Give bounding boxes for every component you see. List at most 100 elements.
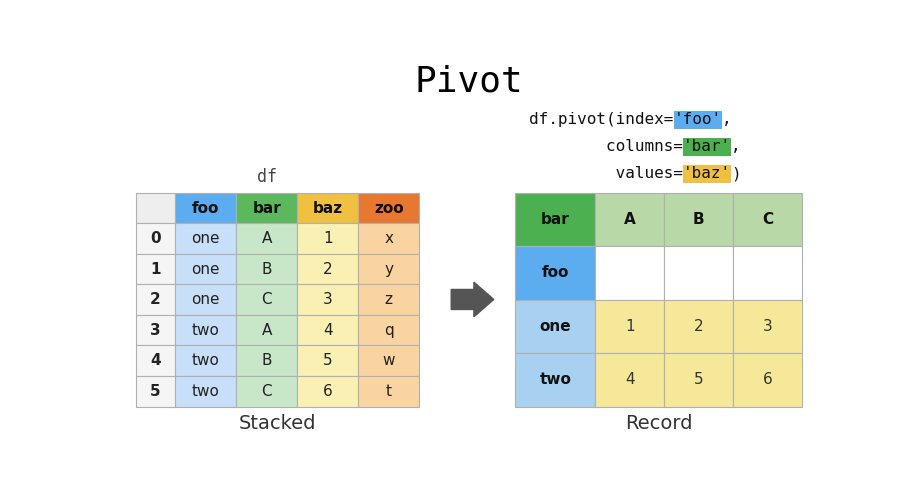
Text: 6: 6 <box>323 384 333 398</box>
Bar <box>684 164 731 182</box>
Bar <box>135 193 176 224</box>
Bar <box>684 138 731 156</box>
Text: two: two <box>192 322 220 338</box>
Text: A: A <box>624 212 636 227</box>
Bar <box>297 193 359 224</box>
Text: baz: baz <box>313 200 343 216</box>
Bar <box>733 193 802 246</box>
Text: ): ) <box>731 166 741 181</box>
Bar <box>176 193 236 224</box>
Text: C: C <box>262 292 272 307</box>
Bar <box>176 284 236 315</box>
Text: 'baz': 'baz' <box>684 166 731 181</box>
Text: 1: 1 <box>323 231 333 246</box>
Text: q: q <box>384 322 393 338</box>
Bar <box>733 300 802 353</box>
Text: t: t <box>386 384 392 398</box>
Bar <box>596 353 664 406</box>
Bar <box>596 193 664 246</box>
Text: 3: 3 <box>763 319 772 334</box>
Text: 2: 2 <box>694 319 704 334</box>
Bar <box>664 193 733 246</box>
Bar <box>135 224 176 254</box>
Text: foo: foo <box>542 266 569 280</box>
Bar <box>664 300 733 353</box>
Bar <box>135 346 176 376</box>
Bar <box>236 376 297 406</box>
Text: ,: , <box>722 112 731 127</box>
Text: 4: 4 <box>625 372 635 388</box>
Bar <box>135 254 176 284</box>
Text: B: B <box>262 353 272 368</box>
Text: x: x <box>384 231 393 246</box>
Bar <box>297 315 359 346</box>
Text: 2: 2 <box>323 262 333 276</box>
Text: two: two <box>192 353 220 368</box>
Bar <box>733 246 802 300</box>
Bar <box>297 346 359 376</box>
Bar <box>297 254 359 284</box>
Bar <box>515 246 596 300</box>
Text: values=: values= <box>529 166 684 181</box>
Text: one: one <box>191 292 221 307</box>
Bar <box>135 376 176 406</box>
Bar <box>297 284 359 315</box>
Bar <box>176 315 236 346</box>
Text: 6: 6 <box>763 372 772 388</box>
Text: z: z <box>385 292 393 307</box>
Text: B: B <box>262 262 272 276</box>
Bar <box>236 254 297 284</box>
Text: 4: 4 <box>323 322 333 338</box>
Bar <box>673 110 722 128</box>
Text: 'foo': 'foo' <box>673 112 722 127</box>
Bar <box>359 376 419 406</box>
Text: one: one <box>191 231 221 246</box>
Bar <box>236 193 297 224</box>
Text: 3: 3 <box>150 322 161 338</box>
Bar <box>176 376 236 406</box>
Text: Pivot: Pivot <box>414 64 523 98</box>
Text: 5: 5 <box>150 384 161 398</box>
Text: bar: bar <box>541 212 570 227</box>
Bar <box>236 315 297 346</box>
Text: 1: 1 <box>150 262 161 276</box>
Text: Record: Record <box>625 414 693 434</box>
Bar <box>515 193 596 246</box>
Bar <box>135 315 176 346</box>
Text: 0: 0 <box>150 231 161 246</box>
Text: 'bar': 'bar' <box>684 139 731 154</box>
Text: one: one <box>540 319 571 334</box>
Bar <box>664 246 733 300</box>
Text: 5: 5 <box>694 372 704 388</box>
Text: C: C <box>262 384 272 398</box>
Bar <box>297 376 359 406</box>
Text: A: A <box>262 231 272 246</box>
Bar <box>135 284 176 315</box>
Text: df: df <box>257 168 277 186</box>
Bar <box>236 224 297 254</box>
Bar <box>236 346 297 376</box>
Text: B: B <box>693 212 705 227</box>
Bar <box>596 300 664 353</box>
Text: bar: bar <box>253 200 281 216</box>
Text: C: C <box>762 212 773 227</box>
Bar <box>359 254 419 284</box>
Text: y: y <box>384 262 393 276</box>
Text: ,: , <box>731 139 741 154</box>
Bar <box>515 300 596 353</box>
Bar <box>515 353 596 406</box>
Text: columns=: columns= <box>529 139 684 154</box>
Bar <box>664 353 733 406</box>
Bar <box>359 284 419 315</box>
Text: 3: 3 <box>323 292 333 307</box>
Text: one: one <box>191 262 221 276</box>
Text: zoo: zoo <box>374 200 404 216</box>
Text: 4: 4 <box>150 353 161 368</box>
Bar <box>236 284 297 315</box>
Bar <box>359 346 419 376</box>
Bar <box>176 224 236 254</box>
Bar <box>733 353 802 406</box>
Text: two: two <box>192 384 220 398</box>
Bar <box>359 193 419 224</box>
Text: 1: 1 <box>625 319 635 334</box>
